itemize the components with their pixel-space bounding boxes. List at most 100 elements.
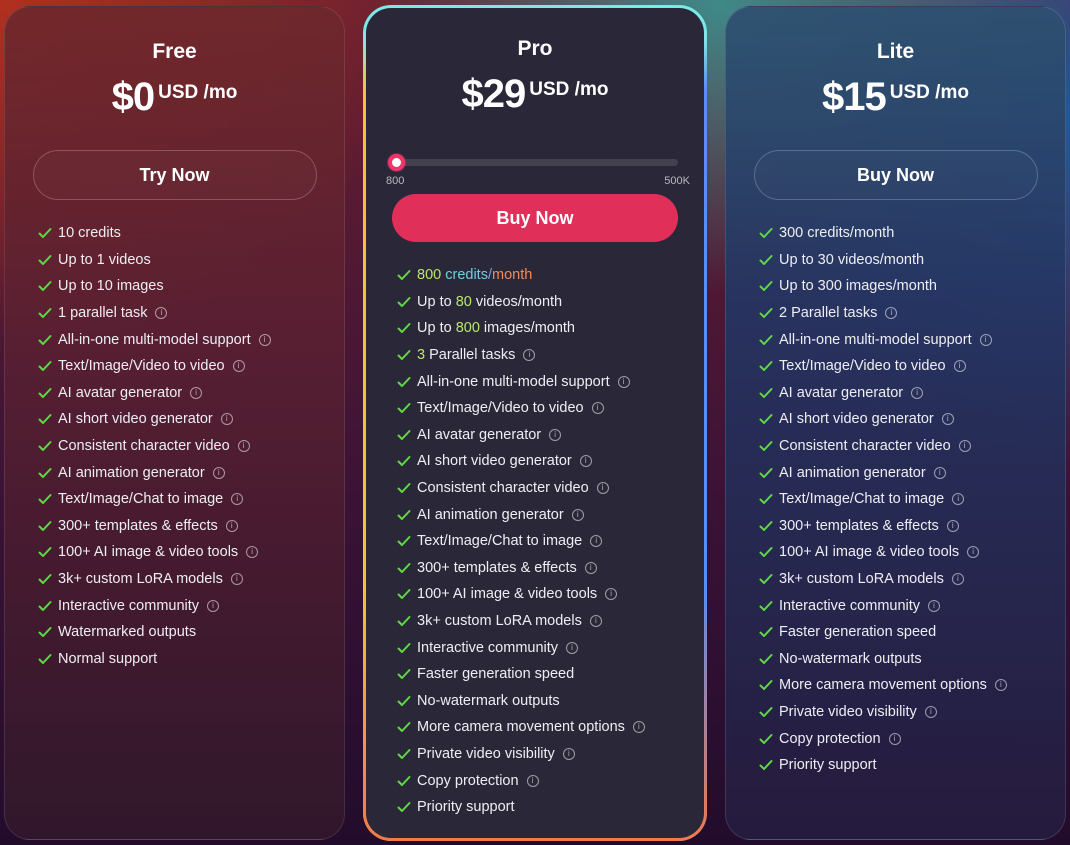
info-icon[interactable]: i xyxy=(590,535,603,548)
slider-min-label: 800 xyxy=(386,175,405,187)
feature-text: Private video visibility xyxy=(779,703,917,720)
feature-list: 300 credits/month Up to 30 videos/month Up… xyxy=(726,220,1065,778)
check-icon xyxy=(397,589,411,600)
check-icon xyxy=(397,403,411,414)
feature-text: 3k+ custom LoRA models xyxy=(58,571,223,588)
slider-track[interactable] xyxy=(394,159,678,166)
feature-text: AI short video generator xyxy=(58,411,213,428)
info-icon[interactable]: i xyxy=(632,721,645,734)
info-icon[interactable]: i xyxy=(958,440,971,453)
info-icon[interactable]: i xyxy=(155,307,168,320)
info-icon[interactable]: i xyxy=(220,413,233,426)
info-icon[interactable]: i xyxy=(946,519,959,532)
feature-text: 100+ AI image & video tools xyxy=(417,586,598,603)
price-unit: USD /mo xyxy=(158,82,238,103)
info-icon[interactable]: i xyxy=(952,493,965,506)
info-icon[interactable]: i xyxy=(237,440,250,453)
feature-item: All-in-one multi-model support i xyxy=(396,368,704,395)
info-icon[interactable]: i xyxy=(888,732,901,745)
feature-text: Up to 30 videos/month xyxy=(779,251,925,268)
info-icon[interactable]: i xyxy=(258,333,271,346)
feature-item: 800 credits/month xyxy=(396,262,704,289)
info-icon[interactable]: i xyxy=(571,508,584,521)
check-icon xyxy=(397,669,411,680)
feature-item: Up to 1 videos xyxy=(37,247,344,274)
feature-text: Up to 10 images xyxy=(58,278,164,295)
info-icon[interactable]: i xyxy=(562,747,575,760)
feature-text: Faster generation speed xyxy=(417,666,575,683)
info-icon[interactable]: i xyxy=(967,546,980,559)
info-icon[interactable]: i xyxy=(591,402,604,415)
info-icon[interactable]: i xyxy=(246,546,259,559)
feature-item: AI animation generator i xyxy=(758,459,1065,486)
feature-text: 3 Parallel tasks xyxy=(417,347,516,364)
slider-max-label: 500K xyxy=(664,175,690,187)
price-unit: USD /mo xyxy=(529,79,609,100)
info-icon[interactable]: i xyxy=(549,428,562,441)
info-icon[interactable]: i xyxy=(523,349,536,362)
check-icon xyxy=(397,323,411,334)
plan-name: Pro xyxy=(517,37,553,60)
info-icon[interactable]: i xyxy=(885,307,898,320)
info-icon[interactable]: i xyxy=(231,493,244,506)
feature-text: AI short video generator xyxy=(417,453,572,470)
info-icon[interactable]: i xyxy=(596,482,609,495)
info-icon[interactable]: i xyxy=(225,519,238,532)
check-icon xyxy=(397,642,411,653)
buy-now-button-lite[interactable]: Buy Now xyxy=(753,150,1038,200)
price-row: $0 USD /mo xyxy=(5,75,344,123)
feature-item: 100+ AI image & video tools i xyxy=(396,581,704,608)
slider-thumb[interactable] xyxy=(388,154,405,171)
feature-item: AI avatar generator i xyxy=(758,380,1065,407)
try-now-button[interactable]: Try Now xyxy=(32,150,317,200)
info-icon[interactable]: i xyxy=(230,573,243,586)
check-icon xyxy=(38,281,52,292)
info-icon[interactable]: i xyxy=(579,455,592,468)
feature-text: More camera movement options xyxy=(417,719,625,736)
check-icon xyxy=(759,706,773,717)
check-icon xyxy=(397,296,411,307)
feature-item: Normal support xyxy=(37,646,344,673)
info-icon[interactable]: i xyxy=(232,360,245,373)
info-icon[interactable]: i xyxy=(953,360,966,373)
info-icon[interactable]: i xyxy=(212,466,225,479)
info-icon[interactable]: i xyxy=(526,774,539,787)
feature-item: Private video visibility i xyxy=(396,741,704,768)
info-icon[interactable]: i xyxy=(589,615,602,628)
feature-text: 300+ templates & effects xyxy=(779,517,939,534)
feature-item: AI avatar generator i xyxy=(37,380,344,407)
info-icon[interactable]: i xyxy=(951,573,964,586)
check-icon xyxy=(38,308,52,319)
info-icon[interactable]: i xyxy=(979,333,992,346)
feature-text: Text/Image/Video to video xyxy=(417,400,584,417)
feature-item: 3k+ custom LoRA models i xyxy=(396,608,704,635)
feature-item: 300 credits/month xyxy=(758,220,1065,247)
info-icon[interactable]: i xyxy=(933,466,946,479)
info-icon[interactable]: i xyxy=(924,705,937,718)
info-icon[interactable]: i xyxy=(617,375,630,388)
check-icon xyxy=(397,456,411,467)
plan-name: Free xyxy=(152,40,197,63)
info-icon[interactable]: i xyxy=(994,679,1007,692)
check-icon xyxy=(38,627,52,638)
info-icon[interactable]: i xyxy=(584,561,597,574)
info-icon[interactable]: i xyxy=(911,386,924,399)
info-icon[interactable]: i xyxy=(928,599,941,612)
check-icon xyxy=(38,600,52,611)
feature-item: Priority support xyxy=(758,752,1065,779)
feature-text: Interactive community xyxy=(417,639,559,656)
info-icon[interactable]: i xyxy=(605,588,618,601)
plan-card-pro-border: Pro $29 USD /mo 800 500K Buy Now 800 cre… xyxy=(363,5,707,841)
feature-text: Interactive community xyxy=(779,597,921,614)
info-icon[interactable]: i xyxy=(566,641,579,654)
info-icon[interactable]: i xyxy=(190,386,203,399)
feature-item: 3k+ custom LoRA models i xyxy=(37,566,344,593)
buy-now-button-pro[interactable]: Buy Now xyxy=(392,194,678,242)
info-icon[interactable]: i xyxy=(207,599,220,612)
credits-slider[interactable]: 800 500K xyxy=(386,154,690,188)
feature-item: Watermarked outputs xyxy=(37,619,344,646)
check-icon xyxy=(38,494,52,505)
feature-text: Priority support xyxy=(779,757,877,774)
info-icon[interactable]: i xyxy=(941,413,954,426)
feature-text: Consistent character video xyxy=(417,480,589,497)
